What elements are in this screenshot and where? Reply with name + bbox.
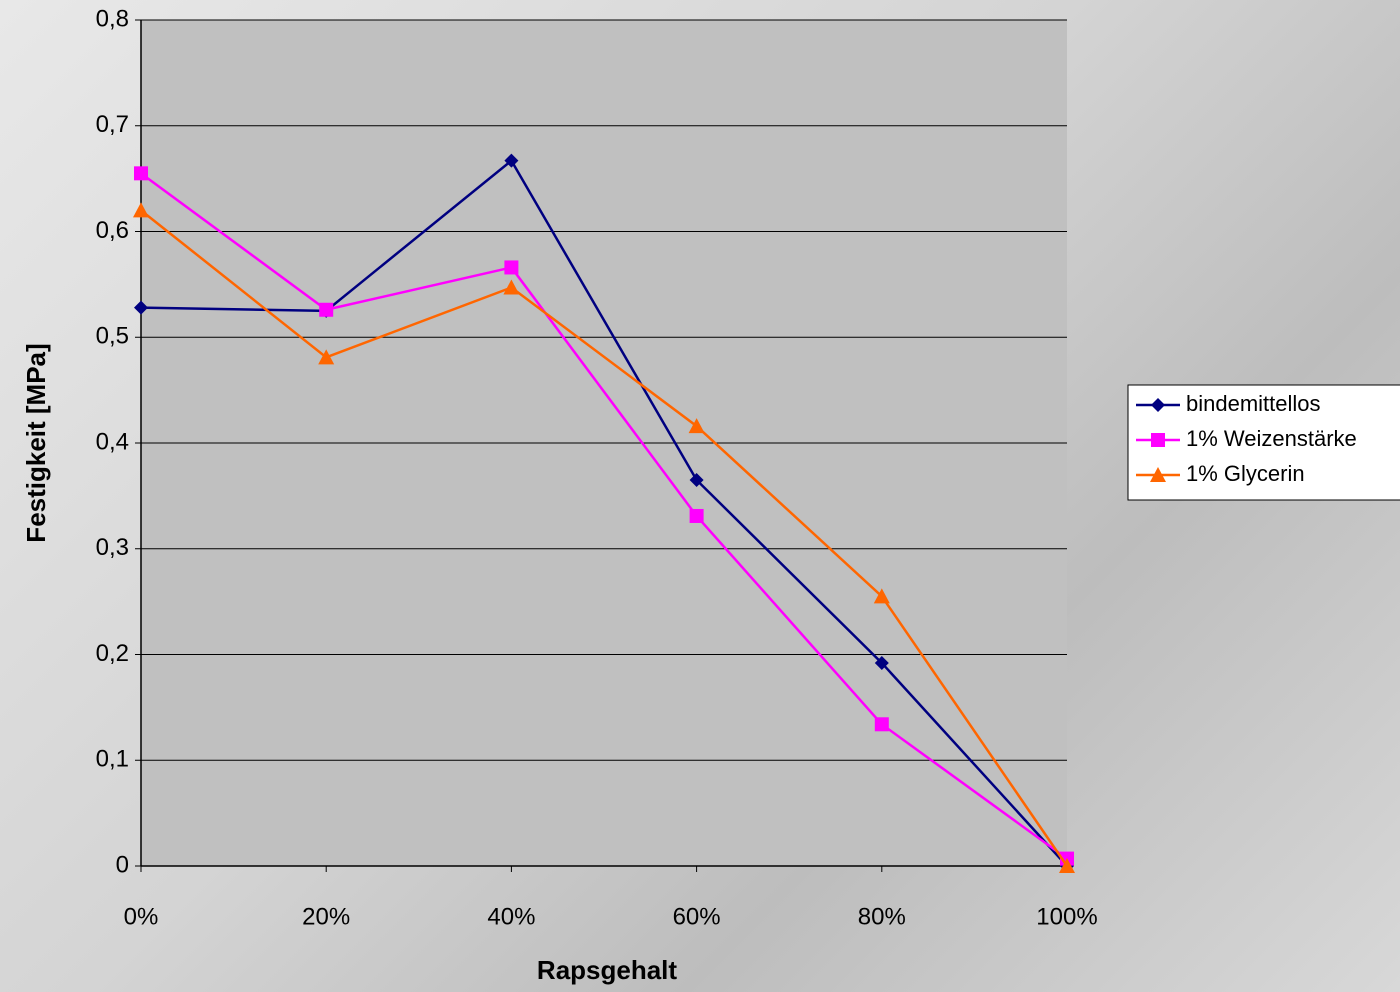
marker [319, 303, 333, 317]
legend-label: 1% Weizenstärke [1186, 426, 1357, 451]
marker [1151, 433, 1165, 447]
y-tick-label: 0,8 [96, 5, 129, 32]
y-tick-label: 0,7 [96, 111, 129, 138]
y-tick-label: 0,5 [96, 323, 129, 350]
legend-label: bindemittellos [1186, 391, 1321, 416]
x-tick-label: 60% [673, 903, 721, 930]
y-tick-label: 0,6 [96, 217, 129, 244]
x-tick-label: 0% [124, 903, 159, 930]
y-axis-title: Festigkeit [MPa] [21, 343, 51, 542]
marker [134, 166, 148, 180]
x-axis-title: Rapsgehalt [537, 955, 677, 985]
marker [690, 509, 704, 523]
x-tick-label: 40% [487, 903, 535, 930]
x-tick-label: 20% [302, 903, 350, 930]
x-tick-label: 80% [858, 903, 906, 930]
y-tick-label: 0 [116, 851, 129, 878]
chart: Rapsgehalt Festigkeit [MPa] 0 0,1 0,2 0,3 0,… [0, 0, 1400, 992]
legend-label: 1% Glycerin [1186, 461, 1305, 486]
y-tick-label: 0,3 [96, 534, 129, 561]
y-tick-label: 0,2 [96, 640, 129, 667]
marker [875, 717, 889, 731]
y-tick-label: 0,1 [96, 746, 129, 773]
y-tick-label: 0,4 [96, 428, 129, 455]
marker [504, 260, 518, 274]
x-tick-label: 100% [1036, 903, 1097, 930]
